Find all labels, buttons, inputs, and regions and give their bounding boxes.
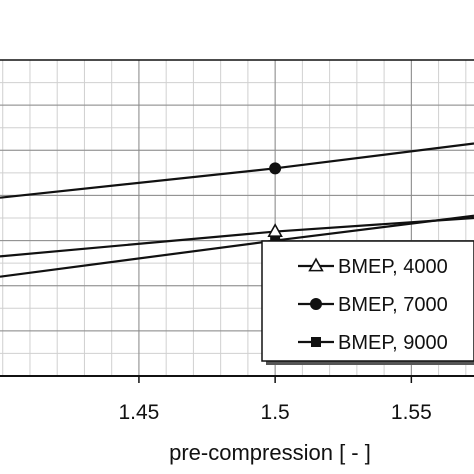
x-axis-label: pre-compression [ - ] <box>169 440 371 465</box>
series-markers <box>267 162 283 246</box>
legend: BMEP, 4000 BMEP, 7000 BMEP, 9000 <box>261 240 474 365</box>
legend-box <box>261 240 474 362</box>
legend-marker-1 <box>308 257 324 272</box>
legend-marker-2 <box>310 298 322 310</box>
legend-label-1: BMEP, 4000 <box>338 256 448 278</box>
legend-label-2: BMEP, 7000 <box>338 294 448 316</box>
x-tick-label: 1.45 <box>118 401 159 424</box>
legend-label-3: BMEP, 9000 <box>338 332 448 354</box>
x-tick-label: 1.55 <box>391 401 432 424</box>
x-tick-label: 1.5 <box>261 401 290 424</box>
legend-marker-3 <box>311 337 321 347</box>
x-axis <box>0 59 474 383</box>
series-line-2 <box>0 142 474 199</box>
series-marker-2 <box>269 162 282 175</box>
x-tick-labels: 1.45 1.5 1.55 <box>118 401 431 424</box>
